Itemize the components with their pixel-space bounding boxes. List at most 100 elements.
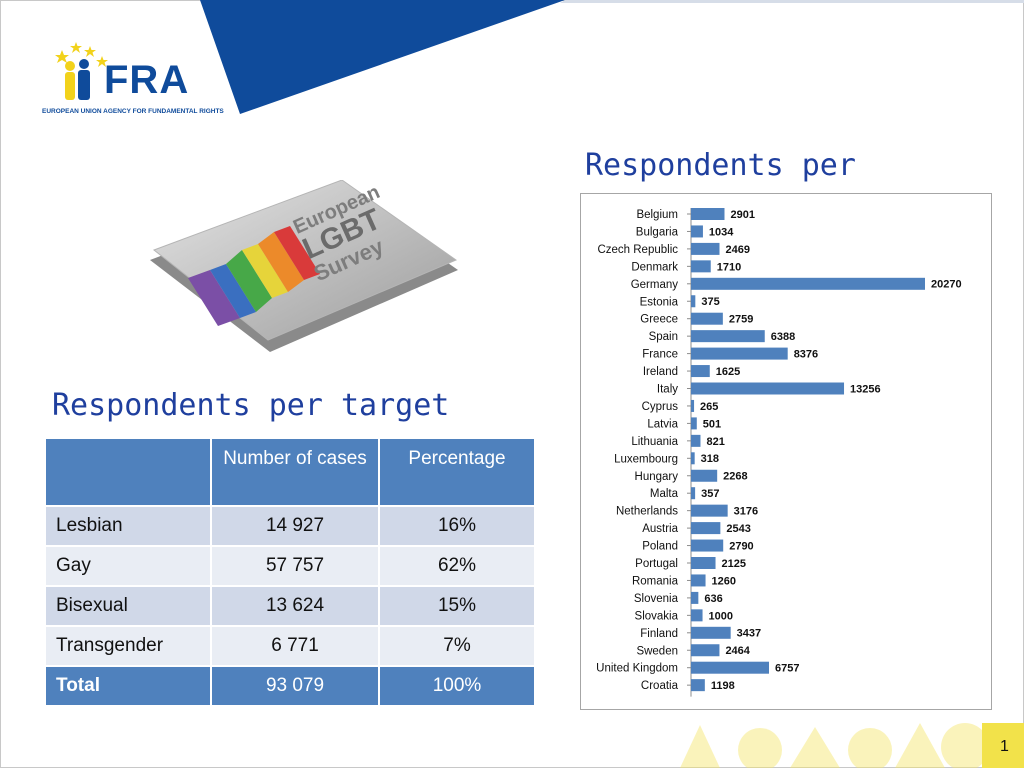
bar-value-label: 2759 (729, 314, 753, 326)
bar (691, 644, 720, 657)
table-row: Bisexual 13 624 15% (44, 585, 536, 627)
bar-value-label: 1034 (709, 226, 734, 238)
bar (691, 469, 718, 482)
header-blue-wedge (200, 0, 565, 114)
bar-value-label: 636 (704, 593, 722, 605)
category-label: Slovakia (635, 610, 679, 622)
bar (691, 487, 696, 500)
bar-value-label: 821 (706, 436, 724, 448)
bar-value-label: 501 (703, 418, 721, 430)
category-label: Finland (640, 628, 678, 640)
rainbow-stripes (188, 226, 320, 326)
category-label: Italy (657, 384, 678, 396)
bar (691, 295, 696, 308)
bar-value-label: 13256 (850, 383, 881, 395)
category-label: Sweden (636, 645, 678, 657)
respondents-table: Number of cases Percentage Lesbian 14 92… (44, 437, 536, 707)
bar (691, 434, 701, 447)
total-label: Total (44, 665, 212, 707)
bar (691, 679, 705, 692)
row-percentage: 7% (378, 625, 536, 667)
bar (691, 347, 788, 360)
bar (691, 225, 703, 238)
bar-value-label: 1710 (717, 261, 741, 273)
chart-title: Respondents per (585, 148, 856, 183)
bar (691, 522, 721, 535)
bar (691, 504, 728, 517)
bar-value-label: 1260 (712, 575, 736, 587)
category-label: Denmark (631, 261, 678, 273)
bar (691, 609, 703, 622)
bar-value-label: 20270 (931, 279, 962, 291)
logo-subtitle: EUROPEAN UNION AGENCY FOR FUNDAMENTAL RI… (42, 108, 224, 115)
category-label: Spain (649, 331, 678, 343)
category-label: Czech Republic (597, 244, 678, 256)
bar (691, 661, 770, 674)
category-label: Slovenia (634, 593, 679, 605)
footer-yellow-block (982, 723, 1024, 768)
row-percentage: 16% (378, 505, 536, 547)
bar-value-label: 357 (701, 488, 719, 500)
category-label: Cyprus (642, 401, 679, 413)
table-row: Transgender 6 771 7% (44, 625, 536, 667)
bar (691, 382, 845, 395)
header-cell-category (44, 437, 212, 507)
bar-value-label: 2543 (726, 523, 750, 535)
header-cell-cases: Number of cases (210, 437, 380, 507)
category-label: Ireland (643, 366, 678, 378)
row-cases: 57 757 (210, 545, 380, 587)
row-cases: 14 927 (210, 505, 380, 547)
row-percentage: 15% (378, 585, 536, 627)
bar-value-label: 1000 (709, 610, 733, 622)
row-percentage: 62% (378, 545, 536, 587)
bar (691, 260, 711, 273)
bar-value-label: 265 (700, 401, 718, 413)
category-label: Croatia (641, 680, 679, 692)
bar (691, 399, 695, 412)
bar-value-label: 375 (701, 296, 719, 308)
header-cell-percentage: Percentage (378, 437, 536, 507)
bar-value-label: 2790 (729, 540, 753, 552)
table-row: Gay 57 757 62% (44, 545, 536, 587)
table-total-row: Total 93 079 100% (44, 665, 536, 707)
bar-value-label: 1625 (716, 366, 740, 378)
category-label: Greece (640, 314, 678, 326)
bar (691, 277, 925, 290)
bar-chart: Belgium 2901 Bulgaria 1034 Czech Republic 246… (596, 208, 962, 697)
category-label: United Kingdom (596, 663, 678, 675)
category-label: Austria (642, 523, 678, 535)
bar (691, 208, 725, 220)
survey-cover-image: European LGBT Survey (150, 180, 458, 352)
bar (691, 365, 710, 378)
bar-value-label: 2464 (725, 645, 750, 657)
bar-value-label: 2469 (726, 244, 750, 256)
bar-value-label: 6388 (771, 331, 795, 343)
bar-value-label: 2125 (722, 558, 746, 570)
bar (691, 591, 699, 604)
chart-container: Belgium 2901 Bulgaria 1034 Czech Republic 246… (580, 193, 992, 710)
total-cases: 93 079 (210, 665, 380, 707)
row-label: Transgender (44, 625, 212, 667)
table-row: Lesbian 14 927 16% (44, 505, 536, 547)
footer-decoration (680, 723, 1024, 768)
header-light-strip (560, 0, 1024, 3)
bar (691, 626, 731, 639)
category-label: Portugal (635, 558, 678, 570)
bar (691, 452, 695, 465)
bar-value-label: 318 (701, 453, 719, 465)
category-label: Estonia (640, 296, 679, 308)
bar (691, 330, 765, 343)
row-label: Gay (44, 545, 212, 587)
bar (691, 417, 697, 430)
category-label: Luxembourg (614, 453, 678, 465)
row-label: Lesbian (44, 505, 212, 547)
category-label: Bulgaria (636, 226, 679, 238)
bar-value-label: 6757 (775, 663, 799, 675)
header-band (200, 0, 1024, 114)
logo-text: FRA (104, 58, 190, 102)
category-label: Belgium (636, 209, 678, 221)
row-cases: 13 624 (210, 585, 380, 627)
bar-value-label: 3176 (734, 506, 758, 518)
table-title: Respondents per target (52, 388, 450, 423)
category-label: Poland (642, 541, 678, 553)
